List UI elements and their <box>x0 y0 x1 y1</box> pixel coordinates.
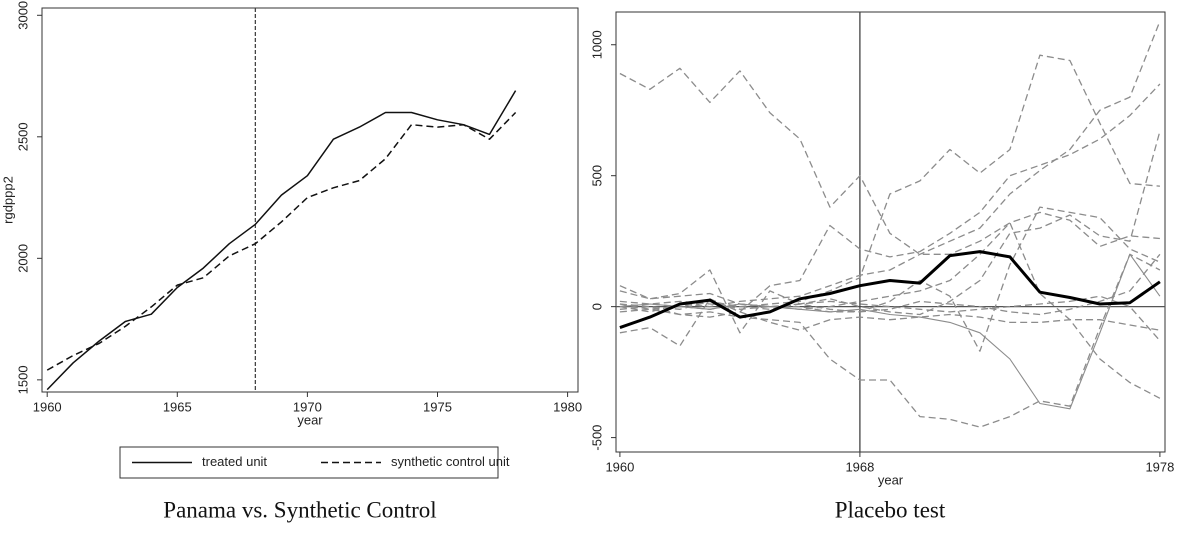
series-line <box>619 206 1161 352</box>
x-tick-label: 1965 <box>163 399 192 414</box>
y-tick-label: -500 <box>589 425 604 451</box>
caption: Panama vs. Synthetic Control <box>163 497 436 522</box>
y-tick-label: 1500 <box>15 365 30 394</box>
series-line <box>619 253 1161 428</box>
y-tick-label: 2000 <box>15 244 30 273</box>
y-tick-label: 0 <box>589 303 604 310</box>
x-axis-title: year <box>297 412 323 427</box>
legend-label: treated unit <box>202 454 267 469</box>
plot-frame <box>41 7 579 393</box>
x-tick-label: 1960 <box>33 399 62 414</box>
series-line <box>619 308 1161 331</box>
legend-label: synthetic control unit <box>391 454 510 469</box>
y-tick-label: 3000 <box>15 1 30 30</box>
x-tick-label: 1968 <box>845 459 874 474</box>
caption: Placebo test <box>835 497 946 522</box>
x-axis-title: year <box>878 472 904 487</box>
y-tick-label: 1000 <box>589 30 604 59</box>
y-tick-label: 500 <box>589 165 604 187</box>
series-line <box>619 131 1161 334</box>
series-line <box>619 54 1160 310</box>
series-line <box>619 67 1160 255</box>
series-line <box>619 222 1161 399</box>
y-tick-label: 2500 <box>15 122 30 151</box>
x-tick-label: 1970 <box>293 399 322 414</box>
series-line <box>46 111 517 371</box>
series-line <box>46 90 517 391</box>
x-tick-label: 1975 <box>423 399 452 414</box>
series-line <box>619 250 1161 330</box>
x-tick-label: 1980 <box>553 399 582 414</box>
y-axis-title: rgdppp2 <box>0 176 15 224</box>
x-tick-label: 1960 <box>605 459 634 474</box>
plot-frame <box>615 11 1166 453</box>
series-line <box>619 295 1161 342</box>
series-line <box>619 20 1161 313</box>
x-tick-label: 1978 <box>1145 459 1174 474</box>
